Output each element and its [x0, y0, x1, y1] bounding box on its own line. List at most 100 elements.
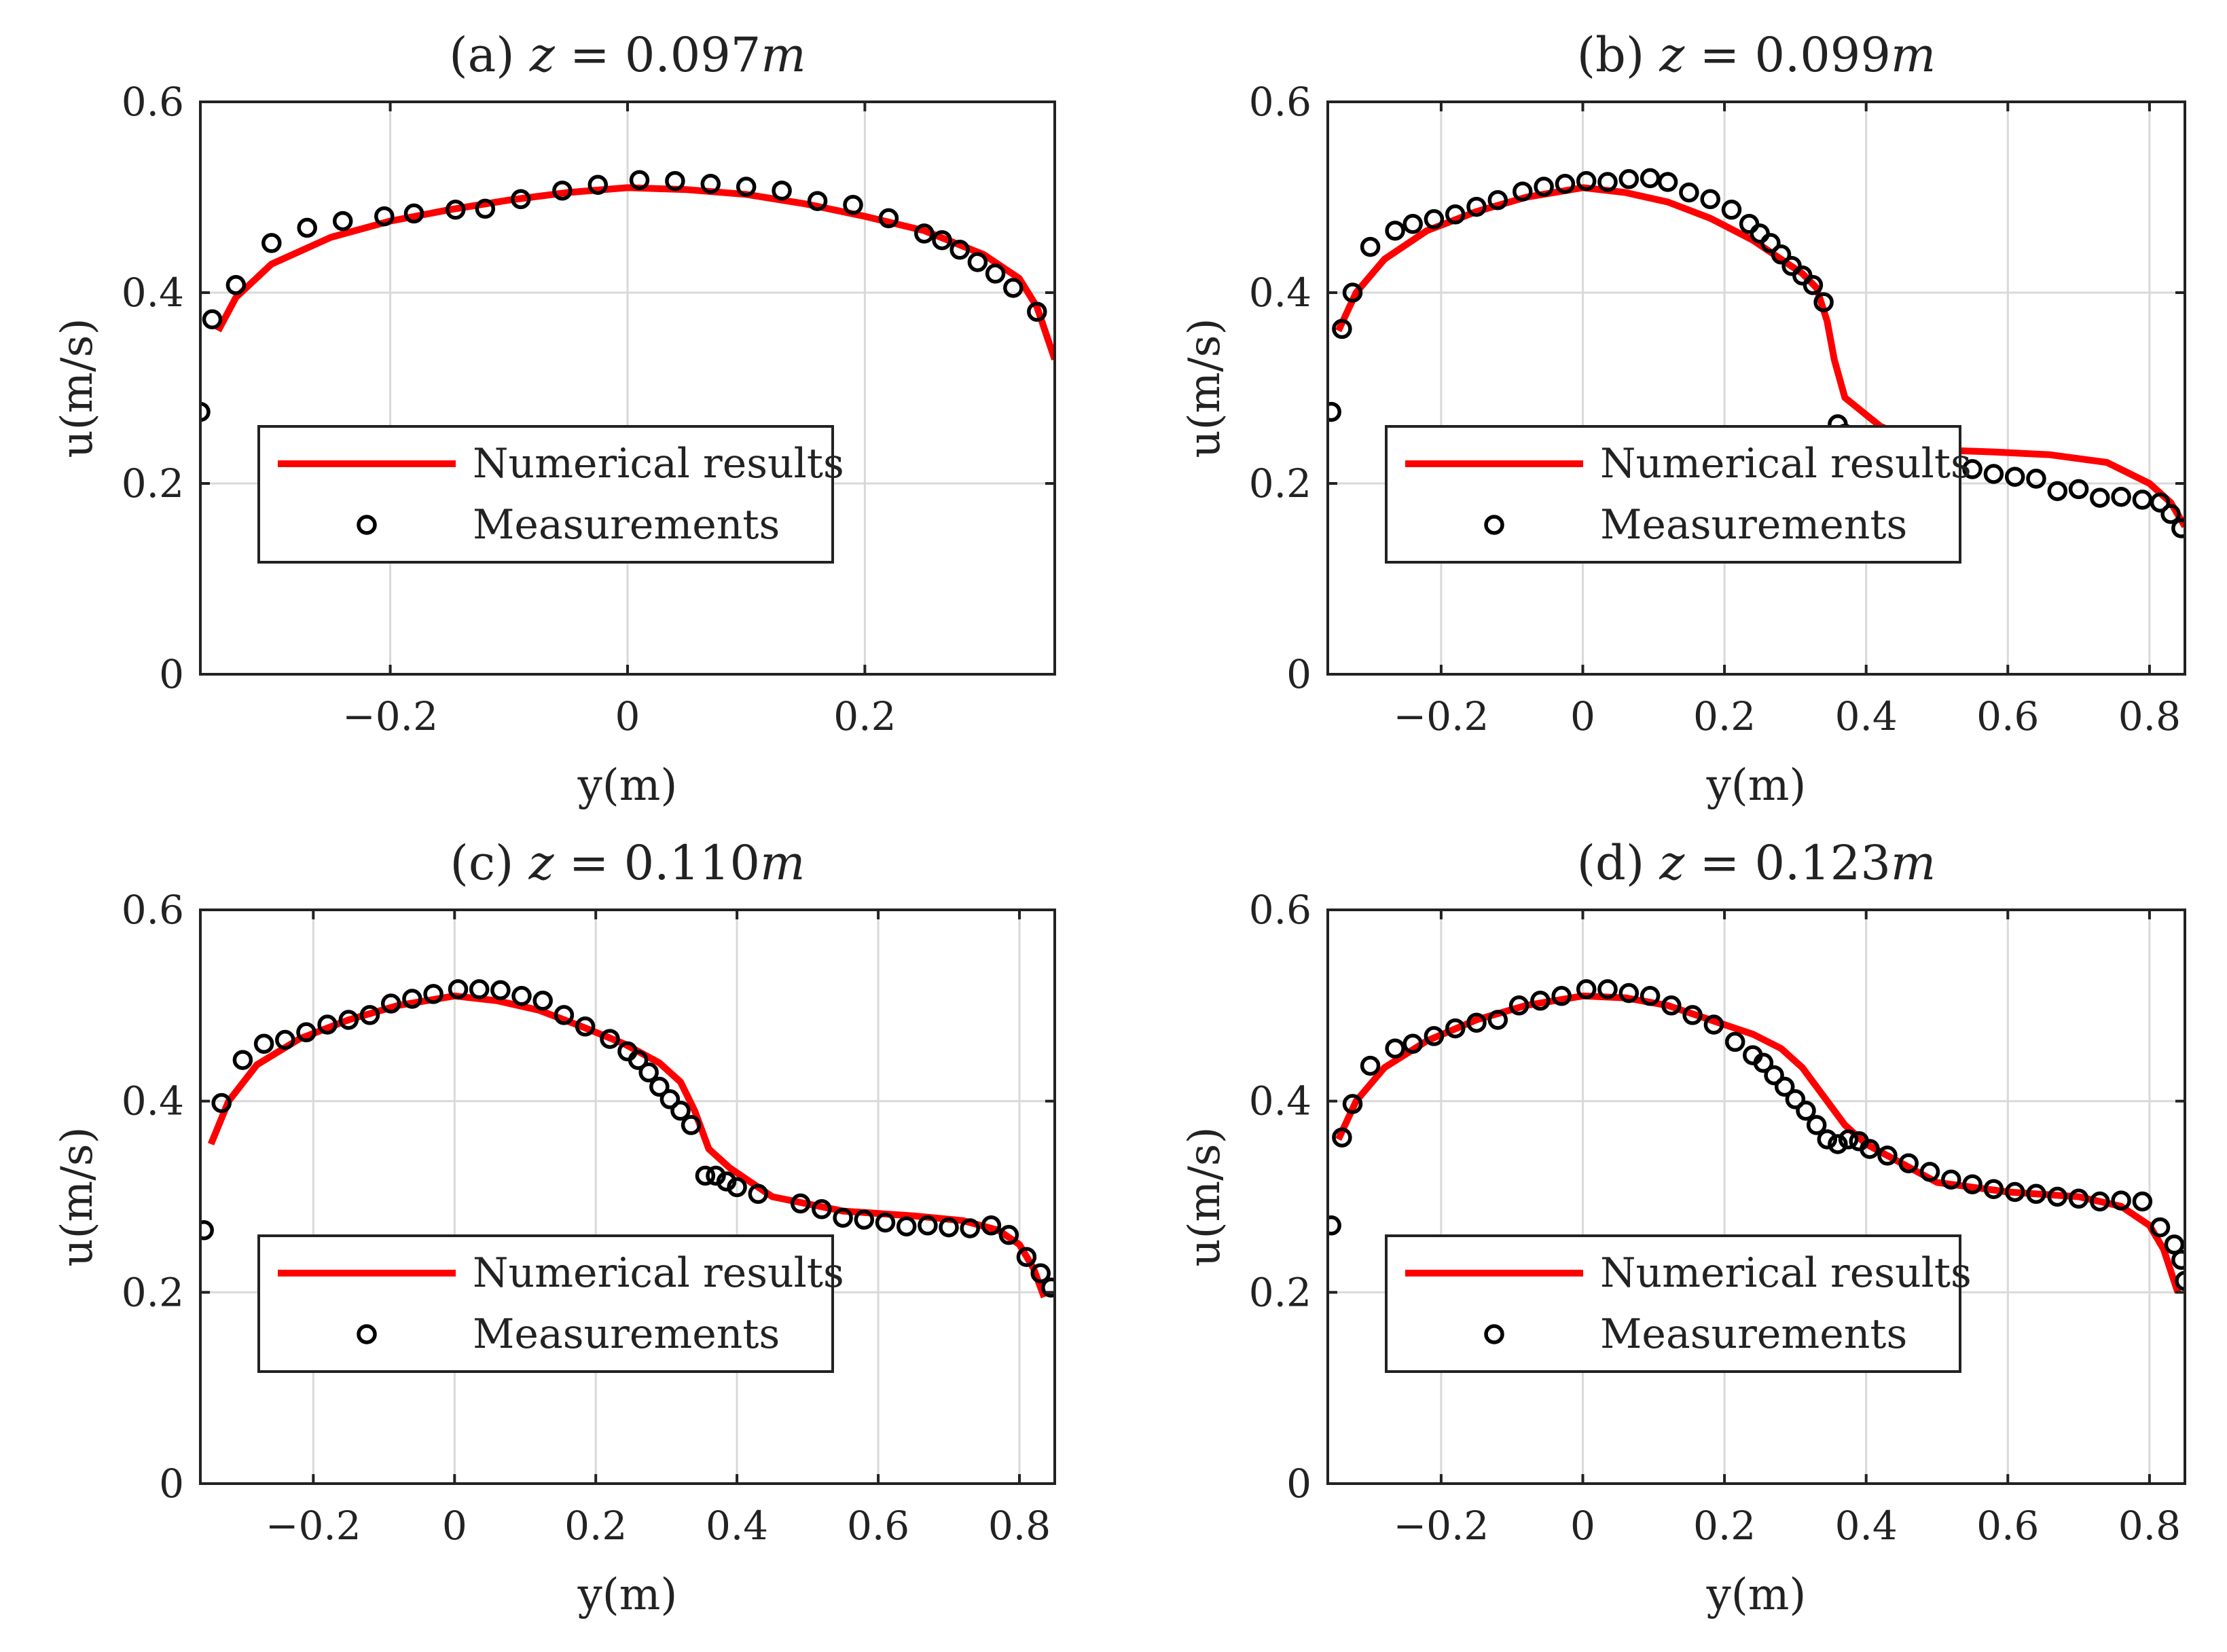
legend-entry-label: Measurements — [1600, 1310, 1907, 1358]
measurement-point — [374, 206, 395, 227]
measurement-point — [2132, 1191, 2153, 1212]
measurement-point — [1445, 204, 1466, 225]
y-tick-label: 0.4 — [122, 270, 184, 316]
measurement-point — [896, 1216, 917, 1236]
x-tick-label: 0.4 — [1835, 693, 1898, 739]
measurement-point — [638, 1062, 659, 1083]
measurement-point — [1838, 1129, 1859, 1150]
measurement-point — [939, 1217, 959, 1238]
measurement-point — [2004, 466, 2025, 487]
measurement-point — [448, 979, 469, 999]
measurement-point — [1027, 301, 1047, 322]
measurement-point — [681, 1115, 702, 1135]
y-tick-label: 0 — [159, 1461, 184, 1507]
measurement-point — [1657, 172, 1678, 192]
measurement-point — [1402, 1033, 1423, 1054]
x-tick-label: 0.8 — [2118, 693, 2181, 739]
plot-area — [200, 170, 1055, 422]
x-tick-label: 0.2 — [1693, 693, 1756, 739]
x-axis-label: y(m) — [1706, 760, 1807, 811]
measurement-point — [1328, 1215, 1341, 1236]
measurement-point — [875, 1212, 896, 1233]
legend-entry-label: Numerical results — [1600, 440, 1972, 488]
y-tick-label: 0 — [159, 651, 184, 697]
y-tick-label: 0.2 — [122, 460, 184, 507]
measurement-point — [232, 1050, 253, 1070]
measurement-point — [2171, 1249, 2185, 1270]
x-tick-label: 0.4 — [1835, 1503, 1898, 1549]
y-tick-label: 0.4 — [1249, 1078, 1311, 1124]
measurement-point — [659, 1089, 681, 1109]
measurement-point — [1860, 1139, 1880, 1159]
measurement-point — [200, 401, 211, 422]
measurement-point — [211, 1093, 232, 1114]
measurement-point — [1487, 189, 1508, 210]
measurement-point — [1342, 1094, 1363, 1114]
axes-box — [1326, 100, 2186, 676]
measurement-point — [670, 1101, 691, 1121]
measurement-point — [2068, 479, 2089, 500]
measurement-point — [403, 203, 424, 224]
measurement-point — [338, 1010, 359, 1030]
x-tick-label: −0.2 — [1393, 1503, 1489, 1549]
chart-panel-3: −0.2 0 0.2 0.4 0.6 0.8 0 0.2 0.4 0.6 y(m) u(m/s) (d)… — [1180, 835, 2186, 1620]
measurement-point — [2164, 1234, 2185, 1255]
measurement-point — [981, 1215, 1002, 1236]
measurement-point — [1962, 459, 1982, 479]
measurement-point — [998, 1225, 1019, 1245]
measurement-point — [985, 263, 1006, 284]
x-tick-label: −0.2 — [266, 1503, 361, 1549]
x-axis-label: y(m) — [577, 1570, 678, 1620]
legend-marker-swatch — [1484, 515, 1504, 535]
measurement-point — [1424, 1026, 1445, 1046]
x-tick-label: 0.8 — [2118, 1503, 2181, 1549]
measurement-point — [1764, 1065, 1784, 1086]
legend-box — [257, 425, 834, 564]
measurement-point — [1703, 1014, 1724, 1035]
measurement-point — [317, 1014, 338, 1035]
plot-area — [200, 979, 1055, 1299]
measurement-point — [695, 1165, 716, 1186]
measurement-point — [1828, 1134, 1848, 1154]
y-tick-label: 0.6 — [1249, 887, 1311, 933]
measurement-point — [1750, 223, 1770, 244]
y-tick-label: 0.4 — [1249, 270, 1311, 316]
measurement-point — [1466, 196, 1487, 217]
y-tick-label: 0 — [1286, 651, 1311, 697]
measurement-point — [2175, 1270, 2185, 1291]
measurement-point — [1030, 1263, 1051, 1283]
measurement-point — [1551, 986, 1572, 1006]
measurement-point — [1041, 1277, 1055, 1298]
measurement-point — [2111, 1190, 2131, 1211]
measurement-point — [2111, 486, 2131, 507]
chart-title: (a) z = 0.097m — [449, 27, 805, 83]
measurement-point — [854, 1209, 875, 1230]
measurement-point — [445, 200, 466, 220]
legend-entry-label: Numerical results — [473, 440, 844, 488]
measurement-point — [552, 180, 573, 201]
measurement-point — [1877, 1145, 1898, 1166]
measurement-point — [1445, 1018, 1466, 1039]
measurement-point — [2150, 492, 2171, 513]
measurement-point — [2090, 1191, 2110, 1212]
x-tick-label: 0 — [615, 693, 640, 739]
measurement-point — [423, 984, 443, 1004]
y-tick-label: 0.6 — [122, 887, 184, 933]
measurement-point — [554, 1005, 575, 1025]
measurement-point — [1898, 1153, 1919, 1173]
measurement-point — [960, 1218, 980, 1238]
measurement-point — [332, 210, 353, 232]
measurement-point — [275, 1029, 295, 1050]
chart-title: (d) z = 0.123m — [1577, 835, 1936, 891]
measurement-point — [1385, 220, 1405, 241]
measurement-point — [1385, 1038, 1405, 1059]
y-tick-label: 0.2 — [1249, 1269, 1311, 1315]
measurement-point — [1796, 1101, 1816, 1121]
measurement-point — [2047, 481, 2068, 501]
measurement-point — [490, 980, 511, 1001]
measurement-point — [1487, 1010, 1508, 1030]
measurement-point — [790, 1193, 811, 1214]
measurement-point — [1618, 169, 1640, 189]
legend-marker-swatch — [1484, 1324, 1504, 1344]
chart-title: (b) z = 0.099m — [1577, 27, 1936, 83]
